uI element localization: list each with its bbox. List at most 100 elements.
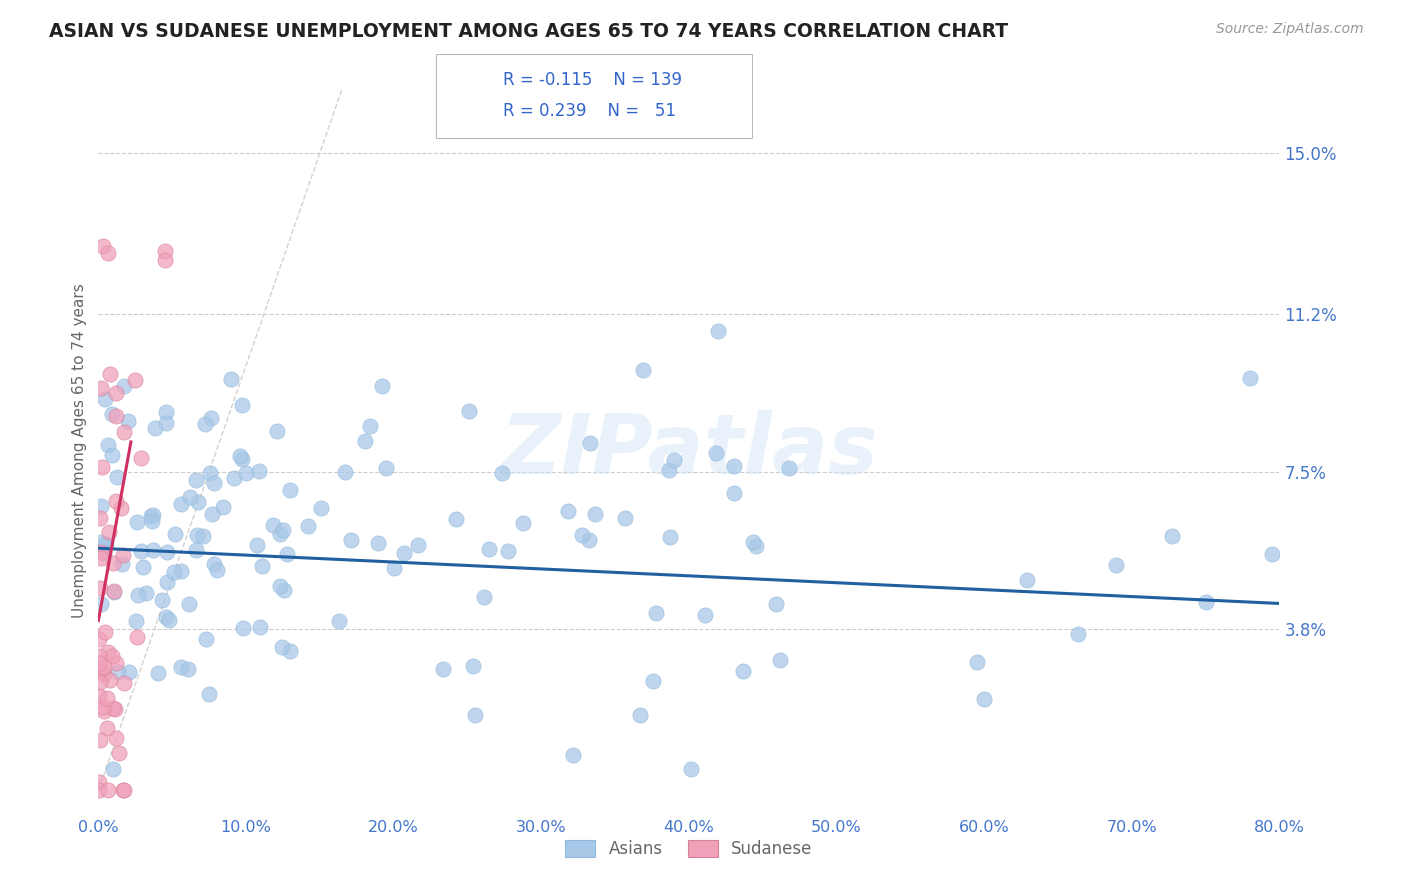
Point — [155, 405, 177, 419]
Point — [142, 542, 165, 557]
Point — [110, 501, 132, 516]
Point — [98, 524, 121, 539]
Point — [631, 363, 654, 377]
Point — [100, 673, 122, 687]
Point — [101, 701, 124, 715]
Point — [125, 614, 148, 628]
Point — [614, 511, 637, 525]
Point — [90, 545, 112, 559]
Point — [353, 434, 375, 449]
Point — [112, 425, 135, 439]
Point — [406, 538, 429, 552]
Point — [155, 545, 177, 559]
Point — [89, 675, 111, 690]
Point — [104, 656, 127, 670]
Point — [658, 530, 681, 544]
Point — [117, 414, 139, 428]
Point — [704, 446, 727, 460]
Point — [97, 783, 120, 797]
Point — [90, 535, 112, 549]
Point — [89, 775, 111, 789]
Point — [778, 461, 800, 475]
Point — [112, 783, 135, 797]
Point — [112, 379, 135, 393]
Point — [96, 245, 118, 260]
Point — [200, 466, 222, 480]
Point — [231, 451, 253, 466]
Point — [97, 438, 120, 452]
Point — [101, 448, 124, 462]
Point — [93, 537, 115, 551]
Point — [155, 416, 177, 430]
Point — [966, 656, 988, 670]
Point — [228, 449, 250, 463]
Point — [127, 588, 149, 602]
Point — [94, 392, 117, 407]
Point — [89, 511, 111, 525]
Point — [101, 407, 124, 421]
Point — [104, 702, 127, 716]
Point — [105, 386, 128, 401]
Point — [367, 536, 389, 550]
Point — [201, 507, 224, 521]
Point — [662, 453, 685, 467]
Point — [90, 598, 112, 612]
Point — [107, 665, 129, 679]
Point — [444, 512, 467, 526]
Point — [328, 614, 350, 628]
Point — [124, 373, 146, 387]
Point — [131, 450, 153, 465]
Point — [271, 523, 294, 537]
Point — [153, 252, 176, 267]
Point — [129, 543, 152, 558]
Point — [127, 630, 149, 644]
Point — [432, 662, 454, 676]
Point — [1066, 627, 1088, 641]
Point — [382, 560, 405, 574]
Point — [105, 470, 128, 484]
Point — [578, 533, 600, 547]
Point — [91, 460, 114, 475]
Point — [769, 653, 792, 667]
Point — [340, 533, 363, 548]
Point — [204, 475, 226, 490]
Point — [153, 244, 176, 259]
Point — [252, 559, 274, 574]
Point — [491, 467, 513, 481]
Point — [973, 691, 995, 706]
Point — [105, 731, 128, 745]
Point — [392, 546, 415, 560]
Point — [269, 580, 291, 594]
Point — [231, 397, 253, 411]
Point — [141, 514, 163, 528]
Point — [96, 690, 118, 705]
Point — [93, 546, 115, 560]
Point — [170, 660, 193, 674]
Point — [93, 660, 115, 674]
Point — [90, 381, 112, 395]
Point — [266, 424, 288, 438]
Point — [125, 515, 148, 529]
Point — [194, 417, 217, 431]
Point — [103, 585, 125, 599]
Point — [197, 687, 219, 701]
Point — [271, 640, 294, 654]
Point — [93, 625, 115, 640]
Point — [571, 527, 593, 541]
Point — [184, 473, 207, 487]
Point — [262, 518, 284, 533]
Point — [89, 581, 111, 595]
Point — [87, 656, 110, 670]
Point — [723, 485, 745, 500]
Point — [91, 699, 114, 714]
Point — [184, 543, 207, 558]
Point — [235, 466, 257, 480]
Point — [212, 500, 235, 515]
Point — [165, 527, 187, 541]
Point — [105, 494, 128, 508]
Point — [89, 783, 111, 797]
Point — [93, 667, 115, 681]
Point — [101, 649, 124, 664]
Point — [1261, 548, 1284, 562]
Point — [641, 673, 664, 688]
